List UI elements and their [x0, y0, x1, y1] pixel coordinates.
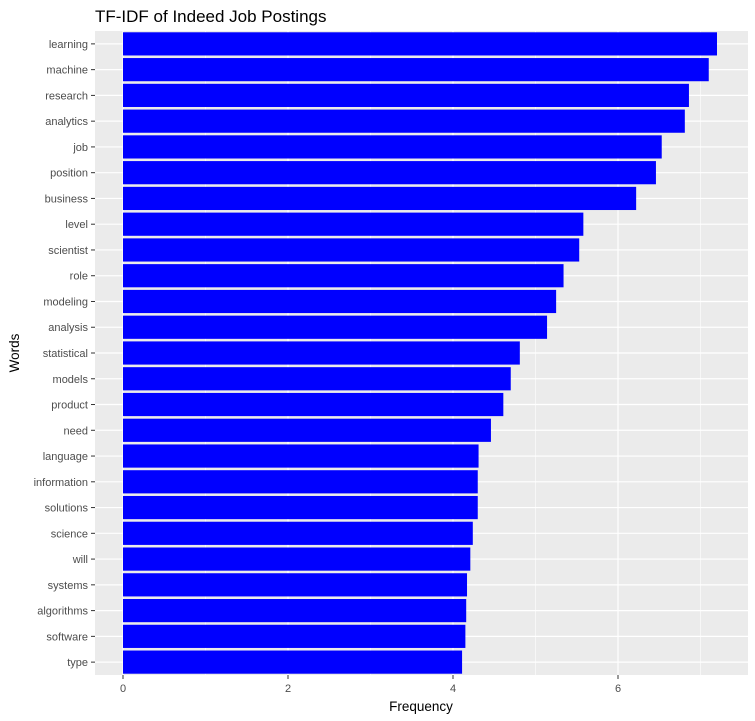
bar-machine [123, 58, 709, 82]
bar-solutions [123, 495, 478, 520]
bar-need [123, 418, 491, 442]
y-tick-label: will [72, 554, 88, 566]
bar-information [123, 470, 478, 494]
y-tick-label: solutions [45, 503, 89, 515]
y-tick-label: modeling [43, 296, 88, 308]
y-tick-label: science [51, 528, 88, 540]
bar-analysis [123, 315, 548, 339]
y-tick-label: scientist [48, 245, 88, 257]
bar-language [123, 444, 479, 468]
y-tick-label: level [65, 219, 88, 231]
y-tick-label: business [45, 193, 89, 205]
y-tick-label: software [46, 631, 88, 643]
bar-business [123, 186, 637, 211]
y-tick-label: statistical [43, 348, 88, 360]
bar-research [123, 83, 689, 107]
bars [123, 32, 717, 674]
chart-title: TF-IDF of Indeed Job Postings [95, 7, 327, 26]
y-tick-label: job [72, 142, 88, 154]
bar-will [123, 547, 471, 571]
y-tick-label: analytics [45, 116, 88, 128]
bar-role [123, 264, 564, 288]
bar-type [123, 650, 463, 674]
y-tick-label: learning [49, 39, 88, 51]
bar-position [123, 161, 656, 185]
y-tick-label: information [34, 477, 88, 489]
y-axis-ticks: learning machine research analytics job posit… [34, 39, 95, 669]
y-tick-label: systems [48, 580, 89, 592]
x-axis-title: Frequency [389, 699, 453, 714]
x-tick-label: 2 [285, 683, 291, 695]
y-tick-label: language [43, 451, 88, 463]
bar-algorithms [123, 599, 467, 623]
bar-systems [123, 573, 468, 597]
y-tick-label: need [64, 425, 88, 437]
y-tick-label: machine [46, 65, 88, 77]
y-tick-label: role [70, 271, 88, 283]
bar-science [123, 521, 473, 545]
bar-learning [123, 32, 717, 56]
bar-scientist [123, 238, 580, 262]
bar-analytics [123, 109, 685, 133]
bar-job [123, 135, 662, 159]
x-axis-ticks: 0 2 4 6 [120, 675, 621, 695]
bar-product [123, 392, 504, 417]
bar-level [123, 212, 584, 236]
bar-statistical [123, 341, 520, 365]
bar-models [123, 367, 511, 391]
y-tick-label: product [51, 400, 88, 412]
x-tick-label: 0 [120, 683, 126, 695]
y-tick-label: analysis [48, 322, 88, 334]
y-tick-label: research [45, 90, 88, 102]
x-tick-label: 4 [450, 683, 456, 695]
y-tick-label: algorithms [37, 606, 88, 618]
y-axis-title: Words [7, 333, 22, 372]
bar-software [123, 624, 466, 648]
y-tick-label: position [50, 168, 88, 180]
bar-modeling [123, 289, 557, 314]
x-tick-label: 6 [615, 683, 621, 695]
y-tick-label: type [67, 657, 88, 669]
y-tick-label: models [53, 374, 89, 386]
